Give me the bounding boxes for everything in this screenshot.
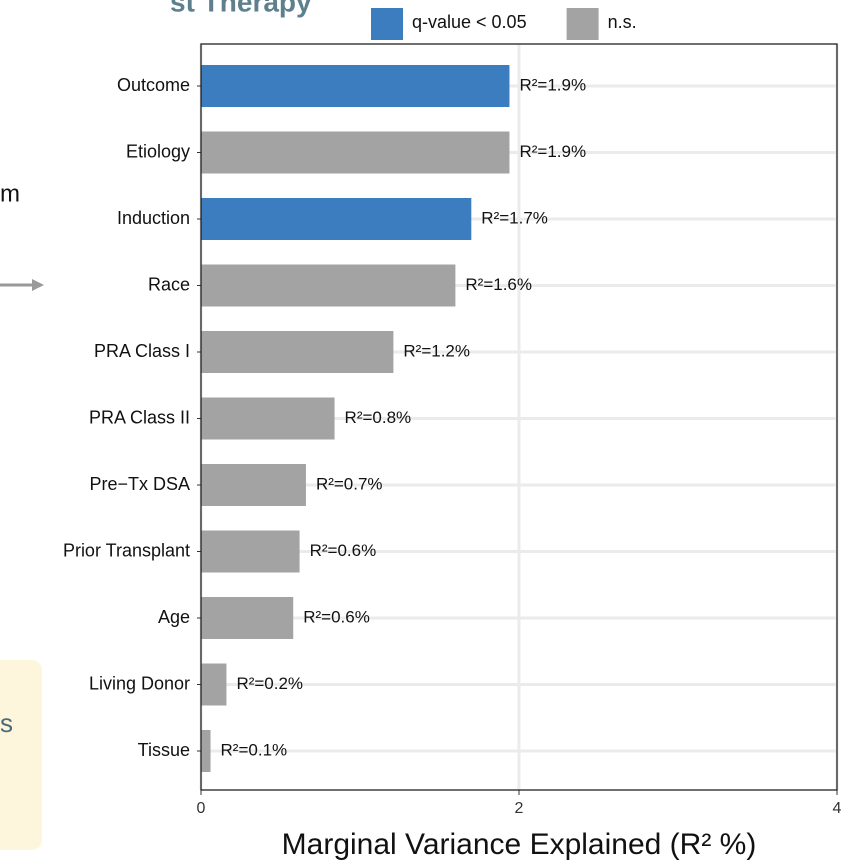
- bar: [201, 264, 456, 307]
- value-label: R²=1.9%: [519, 75, 586, 94]
- value-label: R²=1.2%: [403, 341, 470, 360]
- value-label: R²=1.9%: [519, 142, 586, 161]
- value-label: R²=0.2%: [236, 674, 303, 693]
- x-axis-title: Marginal Variance Explained (R² %): [282, 828, 757, 861]
- bar: [201, 131, 510, 174]
- arrow-head: [32, 279, 44, 291]
- bar: [201, 663, 227, 706]
- bar: [201, 530, 300, 573]
- value-label: R²=1.6%: [465, 275, 532, 294]
- heading-fragment: st Therapy: [170, 0, 312, 17]
- value-label: R²=0.6%: [310, 541, 377, 560]
- y-tick-label: Race: [148, 274, 190, 294]
- bar: [201, 198, 472, 240]
- bar: [201, 65, 510, 107]
- y-tick-label: Tissue: [138, 740, 190, 760]
- y-tick-label: Outcome: [117, 75, 190, 95]
- legend-swatch: [371, 8, 403, 40]
- bar: [201, 597, 294, 639]
- x-tick-label: 4: [833, 800, 842, 817]
- value-label: R²=0.8%: [345, 408, 412, 427]
- bar: [201, 331, 394, 373]
- y-tick-label: PRA Class II: [89, 407, 190, 427]
- value-label: R²=1.7%: [481, 208, 548, 227]
- y-tick-label: Etiology: [126, 141, 190, 161]
- x-tick-label: 0: [197, 800, 206, 817]
- y-tick-label: Induction: [117, 208, 190, 228]
- y-tick-label: Pre−Tx DSA: [89, 474, 190, 494]
- value-label: R²=0.6%: [303, 607, 370, 626]
- bar: [201, 730, 211, 772]
- value-label: R²=0.7%: [316, 474, 383, 493]
- x-tick-label: 2: [515, 800, 524, 817]
- y-tick-label: Prior Transplant: [63, 540, 190, 560]
- value-label: R²=0.1%: [221, 740, 288, 759]
- y-tick-label: Age: [158, 607, 190, 627]
- callout-box: [0, 660, 42, 850]
- y-tick-label: PRA Class I: [94, 341, 190, 361]
- left-text-fragment: m: [0, 180, 20, 207]
- legend-label: q-value < 0.05: [412, 12, 527, 32]
- legend-label: n.s.: [608, 12, 637, 32]
- legend-swatch: [566, 8, 599, 40]
- plot-border: [200, 43, 838, 791]
- bar: [201, 464, 306, 506]
- callout-fragment: s: [0, 708, 13, 738]
- y-tick-label: Living Donor: [89, 673, 190, 693]
- bar: [201, 397, 335, 440]
